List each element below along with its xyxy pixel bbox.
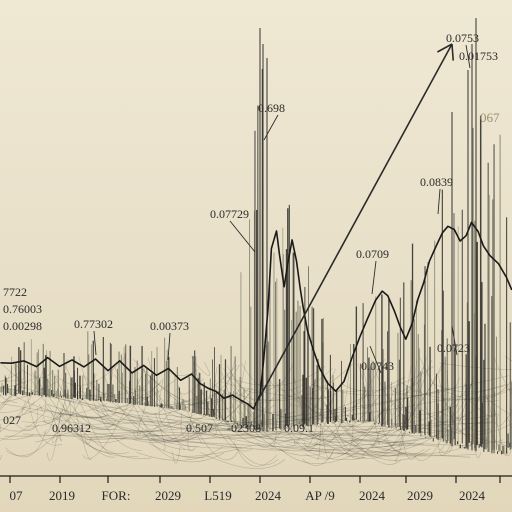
annotation-label: 0.0753 xyxy=(446,31,479,45)
annotation-label: 0.01753 xyxy=(459,49,498,63)
annotation-label: 0.0839 xyxy=(420,175,453,189)
x-axis-label: 2024 xyxy=(359,488,386,503)
x-axis-label: 2019 xyxy=(49,488,75,503)
annotation-label: 0.77302 xyxy=(74,317,113,331)
x-axis-label: L519 xyxy=(204,488,231,503)
annotation-label: 027 xyxy=(3,413,21,427)
x-axis-label: 2024 xyxy=(255,488,282,503)
annotation-label: 0.00298 xyxy=(3,319,42,333)
x-axis-label: 2024 xyxy=(459,488,486,503)
annotation-label: 067 xyxy=(480,110,500,125)
annotation-label: 0.76003 xyxy=(3,302,42,316)
annotation-label: 7722 xyxy=(3,285,27,299)
annotation-label: 0.507 xyxy=(186,421,213,435)
annotation-label: -02308 xyxy=(227,421,261,435)
x-axis-label: AP /9 xyxy=(305,488,335,503)
annotation-label: 0.96312 xyxy=(52,421,91,435)
x-axis-label: 2029 xyxy=(155,488,181,503)
x-axis-label: 07 xyxy=(10,488,24,503)
annotation-label: 0.0709 xyxy=(356,247,389,261)
chart-svg: 7722 0.76003 0.00298 0.77302 0.00373 027 0.963… xyxy=(0,0,512,512)
x-axis-label: 2029 xyxy=(407,488,433,503)
volatility-chart: 7722 0.76003 0.00298 0.77302 0.00373 027 0.963… xyxy=(0,0,512,512)
annotation-label: 0.0743 xyxy=(361,359,394,373)
annotation-label: 0.07729 xyxy=(210,207,249,221)
x-axis-label: FOR: xyxy=(102,488,131,503)
annotation-label: 0.09.1 xyxy=(284,421,314,435)
annotation-label: 0.698 xyxy=(258,101,285,115)
annotation-label: 0.00373 xyxy=(150,319,189,333)
annotation-label: 0.0723 xyxy=(437,341,470,355)
